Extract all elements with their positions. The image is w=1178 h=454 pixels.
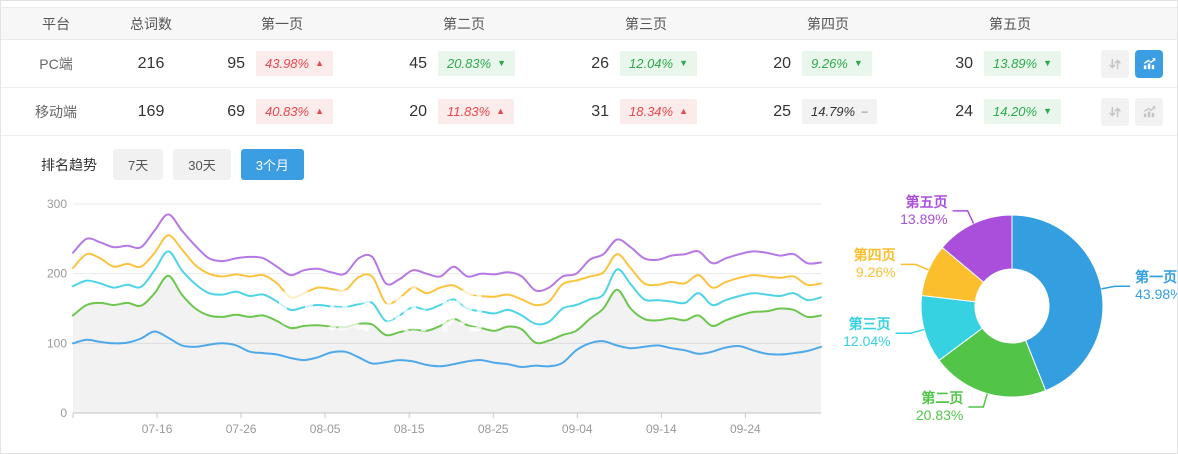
page5-count: 30: [955, 54, 973, 72]
page2-count: 20: [409, 102, 427, 120]
trend-arrow-icon: ▲: [679, 106, 689, 116]
sort-button[interactable]: [1101, 49, 1129, 78]
page4-count: 20: [773, 54, 791, 72]
total-words: 169: [137, 102, 165, 120]
trend-badge: 12.04% ▼: [620, 51, 698, 76]
svg-text:09-14: 09-14: [646, 422, 677, 436]
trend-badge: 9.26% ▼: [802, 51, 872, 76]
svg-text:08-15: 08-15: [394, 422, 425, 436]
trend-arrow-icon: ▲: [496, 106, 506, 116]
row-actions: [1101, 49, 1177, 78]
svg-text:08-25: 08-25: [478, 422, 509, 436]
rank-trend-line-chart: 0 100 200 300 07-16 07-26 08-05 08-15 08-25 09-04…: [29, 187, 833, 451]
trend-arrow-icon: ▼: [1043, 106, 1053, 116]
svg-text:09-04: 09-04: [562, 422, 593, 436]
sort-button[interactable]: [1101, 97, 1129, 126]
tab-7days[interactable]: 7天: [113, 149, 164, 180]
donut-label-page5: 第五页 13.89%: [900, 193, 948, 227]
page1-cell: 69 40.83% ▲: [191, 99, 373, 124]
donut-label-page1: 第一页 43.98%: [1135, 269, 1178, 303]
svg-text:100: 100: [47, 336, 67, 350]
page4-cell: 20 9.26% ▼: [737, 51, 919, 76]
col-header-platform: 平台: [42, 15, 70, 32]
total-words: 216: [137, 54, 165, 72]
col-header-total: 总词数: [130, 15, 172, 32]
page-share-donut-chart: 第一页 43.98% 第二页 20.83% 第三页 12.04% 第四页 9.26% 第…: [841, 179, 1178, 453]
donut-label-page3: 第三页 12.04%: [843, 316, 891, 350]
page5-cell: 30 13.89% ▼: [919, 51, 1101, 76]
donut-slice-第二页: [938, 327, 1047, 398]
page2-count: 45: [409, 54, 427, 72]
trend-badge: 14.79% −: [802, 99, 878, 124]
platform-label: PC端: [39, 55, 73, 72]
trend-badge: 11.83% ▲: [438, 99, 515, 124]
sort-arrows-icon: [1109, 58, 1121, 69]
trend-badge: 40.83% ▲: [256, 99, 334, 124]
trend-arrow-icon: ▼: [853, 58, 863, 68]
page1-count: 69: [227, 102, 245, 120]
page3-count: 26: [591, 54, 609, 72]
trend-arrow-icon: −: [861, 104, 869, 119]
svg-text:300: 300: [47, 197, 67, 211]
trend-chart-icon: [1143, 58, 1155, 70]
sort-arrows-icon: [1109, 106, 1121, 117]
trend-chart-icon: [1143, 106, 1155, 118]
col-header-page4: 第四页: [807, 15, 849, 32]
trend-arrow-icon: ▲: [315, 58, 325, 68]
tab-30days[interactable]: 30天: [173, 149, 231, 180]
page4-cell: 25 14.79% −: [737, 99, 919, 124]
col-header-page3: 第三页: [625, 15, 667, 32]
page2-cell: 20 11.83% ▲: [373, 99, 555, 124]
page3-cell: 31 18.34% ▲: [555, 99, 737, 124]
col-header-page2: 第二页: [443, 15, 485, 32]
col-header-page1: 第一页: [261, 15, 303, 32]
line-chart-canvas: 0 100 200 300 07-16 07-26 08-05 08-15 08-25 09-04…: [47, 197, 822, 436]
table-row-pc[interactable]: PC端 216 95 43.98% ▲ 45 20.83% ▼ 26 12.04% ▼…: [1, 40, 1177, 88]
chart-button[interactable]: [1135, 49, 1163, 78]
donut-label-page2: 第二页 20.83%: [915, 390, 964, 424]
svg-text:07-26: 07-26: [226, 422, 257, 436]
page1-count: 95: [227, 54, 245, 72]
trend-badge: 20.83% ▼: [438, 51, 516, 76]
trend-arrow-icon: ▲: [315, 106, 325, 116]
page2-cell: 45 20.83% ▼: [373, 51, 555, 76]
trend-arrow-icon: ▼: [1043, 58, 1053, 68]
trend-title: 排名趋势: [41, 156, 97, 173]
trend-arrow-icon: ▼: [497, 58, 507, 68]
donut-label-page4: 第四页 9.26%: [853, 247, 896, 281]
svg-text:200: 200: [47, 267, 67, 281]
page5-cell: 24 14.20% ▼: [919, 99, 1101, 124]
trend-badge: 13.89% ▼: [984, 51, 1062, 76]
page1-cell: 95 43.98% ▲: [191, 51, 373, 76]
donut-canvas: [895, 210, 1131, 408]
trend-arrow-icon: ▼: [679, 58, 689, 68]
page5-count: 24: [955, 102, 973, 120]
page3-cell: 26 12.04% ▼: [555, 51, 737, 76]
trend-badge: 43.98% ▲: [256, 51, 334, 76]
svg-text:07-16: 07-16: [142, 422, 173, 436]
donut-slice-第一页: [1011, 214, 1104, 392]
trend-badge: 14.20% ▼: [984, 99, 1062, 124]
donut-slice-第五页: [941, 214, 1013, 283]
trend-toolbar: 排名趋势 7天 30天 3个月: [41, 149, 1177, 180]
page4-count: 25: [773, 102, 791, 120]
col-header-page5: 第五页: [989, 15, 1031, 32]
svg-text:0: 0: [60, 406, 67, 420]
svg-text:08-05: 08-05: [310, 422, 341, 436]
row-actions: [1101, 97, 1177, 126]
page3-count: 31: [591, 102, 609, 120]
tab-3months[interactable]: 3个月: [240, 149, 304, 180]
platform-label: 移动端: [35, 103, 77, 120]
table-row-mobile[interactable]: 移动端 169 69 40.83% ▲ 20 11.83% ▲ 31 18.34% ▲…: [1, 88, 1177, 136]
svg-text:09-24: 09-24: [730, 422, 761, 436]
chart-button[interactable]: [1135, 97, 1163, 126]
table-header: 平台 总词数 第一页 第二页 第三页 第四页 第五页: [1, 7, 1177, 40]
trend-badge: 18.34% ▲: [620, 99, 698, 124]
